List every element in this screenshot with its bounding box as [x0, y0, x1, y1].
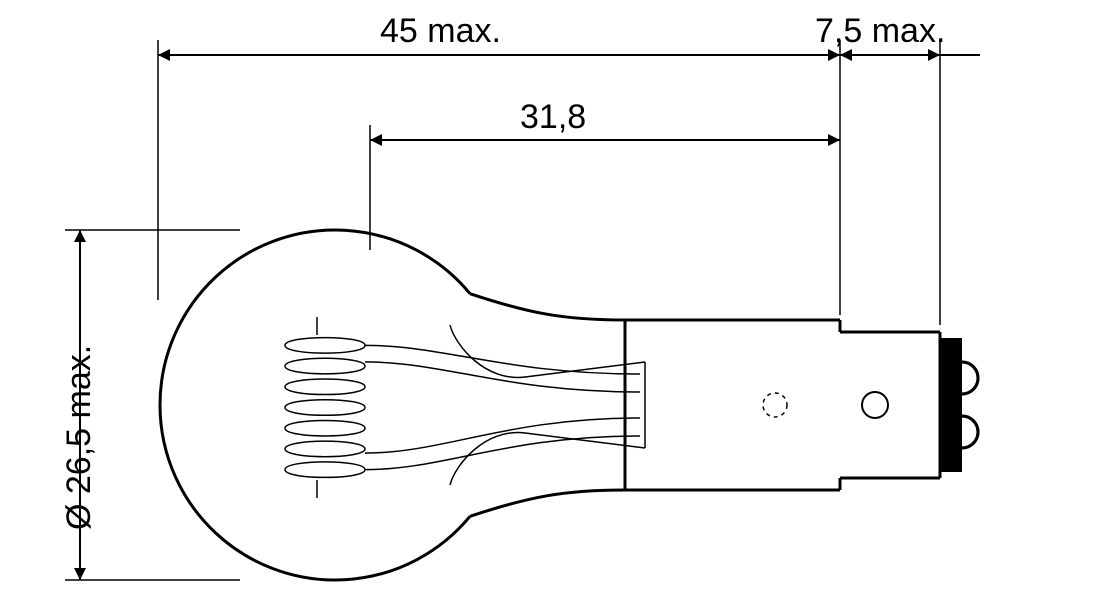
- drawing-svg: [0, 0, 1100, 615]
- dim-label-length: 45 max.: [380, 12, 501, 51]
- dim-label-cap-length: 7,5 max.: [815, 12, 945, 51]
- technical-drawing: 45 max. 7,5 max. 31,8 Ø 26,5 max.: [0, 0, 1100, 615]
- dim-label-filament: 31,8: [520, 98, 586, 137]
- dim-label-diameter: Ø 26,5 max.: [60, 345, 99, 530]
